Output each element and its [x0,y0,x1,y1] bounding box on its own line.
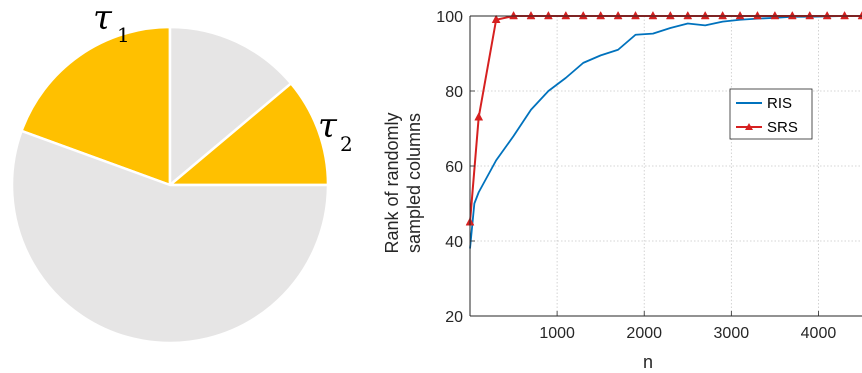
series-srs-point-2 [491,14,501,23]
series-srs-point-3 [509,10,518,20]
series-srs-point-17 [753,10,762,20]
pie-label-tau2-symbol: τ [318,106,338,146]
series-srs-point-4 [526,10,536,20]
y-tick-label-0: 20 [445,309,463,326]
series-srs-point-20 [805,10,815,20]
pie-label-tau1-subscript: 1 [117,23,130,47]
x-axis-label: n [643,352,653,372]
series-srs-point-15 [718,10,728,20]
series-srs-point-22 [840,10,849,20]
series-srs-point-21 [822,10,832,20]
pie-label-tau1: τ 1 [93,0,130,47]
pie-label-tau2-subscript: 2 [340,132,353,156]
series-srs-point-18 [770,10,780,20]
legend-srs-marker [745,123,753,130]
x-tick-labels: 1000 2000 3000 4000 [539,325,836,342]
pie-label-tau2: τ 2 [318,106,353,156]
series-srs-point-23 [857,10,862,20]
series-srs-point-1 [474,112,484,121]
axes-frame [469,15,862,317]
series-srs-point-10 [631,10,640,20]
pie-slice-2 [168,82,330,187]
pie-slice-1 [168,25,293,187]
x-tick-label-1: 2000 [626,325,662,342]
series-srs-point-11 [648,10,658,20]
legend-ris-label: RIS [767,95,792,112]
y-axis-label: Rank of randomly sampled columns [382,112,424,253]
pie-label-tau1-symbol: τ [93,0,113,38]
pie-slice-3 [10,129,330,345]
series-srs-point-14 [700,10,710,20]
series-srs-point-6 [561,10,571,20]
legend-srs-label: SRS [767,119,798,136]
series-srs-point-8 [596,10,606,20]
line-chart: 20 40 60 80 100 1000 2000 3000 4000 n Rank of r… [382,9,862,372]
series-srs-point-19 [787,10,797,20]
series-srs-point-7 [578,10,588,20]
grid-lines [470,15,862,317]
y-axis-label-line1: Rank of randomly [382,112,402,253]
pie-slice-0 [20,25,172,187]
series-srs-point-16 [735,10,745,20]
legend-box [729,88,813,140]
series-srs-point-9 [613,10,623,20]
y-tick-label-2: 60 [445,159,463,176]
y-tick-labels: 20 40 60 80 100 [436,9,463,326]
legend: RIS SRS [729,88,813,140]
y-tick-label-4: 100 [436,9,463,26]
x-tick-label-2: 3000 [714,325,750,342]
x-tick-label-3: 4000 [801,325,837,342]
x-tick-label-0: 1000 [539,325,575,342]
series-srs-point-12 [665,10,675,20]
y-axis-label-line2: sampled columns [404,113,424,253]
series-srs-point-5 [543,10,553,20]
series-srs-point-13 [683,10,693,20]
y-tick-label-1: 40 [445,234,463,251]
y-tick-label-3: 80 [445,84,463,101]
pie-chart [10,25,330,345]
